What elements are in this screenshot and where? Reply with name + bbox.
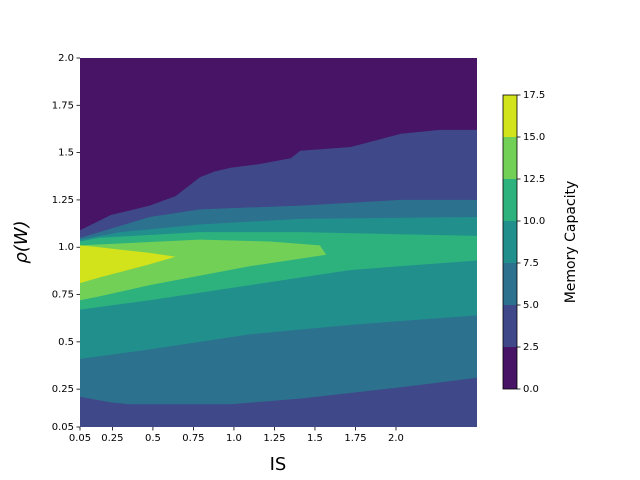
x-axis-label: IS — [270, 454, 287, 475]
x-tick-label: 0.75 — [182, 433, 204, 444]
y-tick-label: 1.25 — [52, 195, 74, 206]
colorbar-band — [503, 263, 517, 305]
colorbar-tick-label: 15.0 — [523, 132, 545, 143]
colorbar-tick-label: 10.0 — [523, 216, 545, 227]
y-tick-label: 0.25 — [52, 384, 74, 395]
colorbar-frame — [502, 94, 518, 390]
colorbar-tick-label: 7.5 — [523, 258, 539, 269]
x-tick-label: 0.5 — [145, 433, 161, 444]
y-tick-label: 2.0 — [58, 53, 74, 64]
colorbar-band — [503, 221, 517, 263]
colorbar-tick-label: 0.0 — [523, 384, 539, 395]
y-tick-label: 1.75 — [52, 100, 74, 111]
y-tick-label: 0.75 — [52, 290, 74, 301]
x-tick-label: 1.0 — [226, 433, 242, 444]
y-tick-label: 1.5 — [58, 148, 74, 159]
x-tick-label: 1.5 — [307, 433, 323, 444]
contour-region — [80, 245, 176, 284]
colorbar-label: Memory Capacity — [563, 181, 579, 304]
colorbar-band — [503, 179, 517, 221]
y-axis-label: ρ(W) — [11, 220, 32, 263]
colorbar-tick-label: 5.0 — [523, 300, 539, 311]
y-tick-label: 0.05 — [52, 422, 74, 433]
y-tick-label: 1.0 — [58, 242, 74, 253]
colorbar-band — [503, 347, 517, 389]
colorbar-tick-label: 12.5 — [523, 174, 545, 185]
colorbar-band — [503, 137, 517, 179]
x-tick-label: 1.25 — [263, 433, 285, 444]
colorbar-band — [503, 305, 517, 347]
x-tick-label: 1.75 — [344, 433, 366, 444]
colorbar-tick-label: 2.5 — [523, 342, 539, 353]
x-tick-label: 2.0 — [388, 433, 404, 444]
x-tick-label: 0.25 — [101, 433, 123, 444]
y-tick-label: 0.5 — [58, 337, 74, 348]
colorbar-tick-label: 17.5 — [523, 90, 545, 101]
colorbar-band — [503, 95, 517, 137]
x-tick-label: 0.05 — [69, 433, 91, 444]
